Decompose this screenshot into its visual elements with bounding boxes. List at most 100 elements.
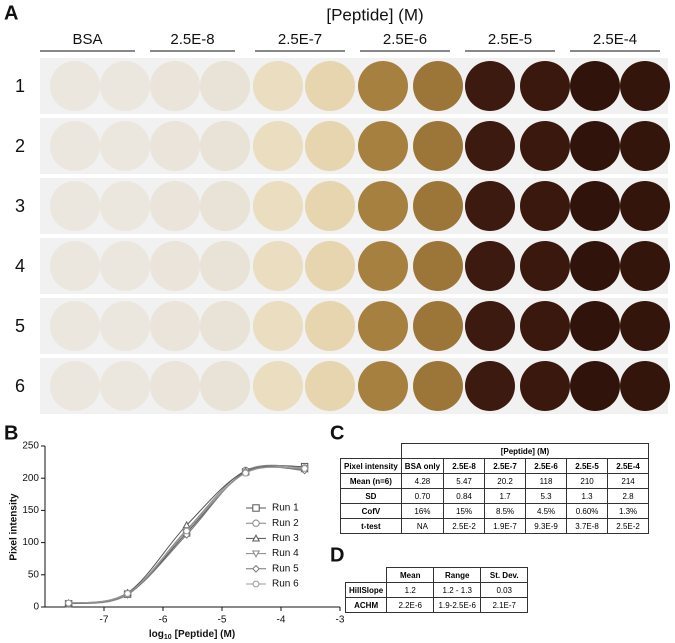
well <box>413 241 463 291</box>
well <box>413 301 463 351</box>
legend-label: Run 1 <box>272 503 299 514</box>
row-label: 1 <box>15 76 25 96</box>
y-tick-label: 250 <box>22 441 39 452</box>
well <box>253 301 303 351</box>
legend-label: Run 6 <box>272 579 299 590</box>
well <box>520 241 570 291</box>
table-cell: Mean (n=6) <box>340 473 402 489</box>
column-header: 2.5E-5 <box>488 31 532 48</box>
well <box>100 301 150 351</box>
panel-label: C <box>330 422 344 444</box>
column-header: 2.5E-4 <box>593 31 637 48</box>
well <box>620 121 670 171</box>
column-header: BSA <box>72 31 102 48</box>
table-row: [Peptide] (M) <box>341 443 650 459</box>
well <box>200 181 250 231</box>
well <box>253 181 303 231</box>
well <box>465 181 515 231</box>
table-row: t-test NA 2.5E-2 1.9E-7 9.3E-9 3.7E-8 2.5E-2 <box>340 518 650 534</box>
well <box>50 121 100 171</box>
table-cell: 16% <box>400 503 445 519</box>
legend-marker <box>252 564 260 573</box>
legend-marker <box>251 534 261 542</box>
well <box>100 241 150 291</box>
y-tick-label: 200 <box>22 473 39 484</box>
well <box>413 121 463 171</box>
table-row: Pixel intensity BSA only 2.5E-8 2.5E-7 2.5E-… <box>340 458 650 474</box>
data-point <box>182 527 191 535</box>
table-c: [Peptide] (M) Pixel intensity BSA only 2.5E… <box>340 443 650 534</box>
y-tick-label: 0 <box>33 602 39 613</box>
well <box>358 181 408 231</box>
table-cell: [Peptide] (M) <box>400 443 650 459</box>
table-cell: 118 <box>525 473 568 489</box>
legend-label: Run 3 <box>272 533 299 544</box>
well <box>305 121 355 171</box>
well <box>358 121 408 171</box>
well <box>413 361 463 411</box>
well <box>150 241 200 291</box>
data-point <box>241 469 250 477</box>
legend-label: Run 4 <box>272 548 299 559</box>
y-axis-label: Pixel intensity <box>9 493 20 561</box>
well <box>620 61 670 111</box>
well <box>100 181 150 231</box>
well <box>570 181 620 231</box>
table-cell: 2.5E-2 <box>607 518 650 534</box>
row-label: 5 <box>15 316 25 336</box>
well <box>100 361 150 411</box>
table-cell: 5.47 <box>443 473 486 489</box>
table-cell: 1.2 <box>386 582 435 598</box>
well <box>465 361 515 411</box>
well <box>200 61 250 111</box>
table-cell: SD <box>340 488 402 504</box>
well <box>520 61 570 111</box>
table-cell: 9.3E-9 <box>525 518 568 534</box>
well <box>620 301 670 351</box>
well <box>358 61 408 111</box>
table-cell: 8.5% <box>484 503 527 519</box>
table-cell: 3.7E-8 <box>566 518 609 534</box>
well <box>200 361 250 411</box>
data-point <box>300 465 309 472</box>
well <box>200 121 250 171</box>
well <box>620 361 670 411</box>
table-cell: 15% <box>443 503 486 519</box>
well <box>413 181 463 231</box>
well <box>358 301 408 351</box>
well <box>465 61 515 111</box>
legend-marker <box>252 519 260 527</box>
well <box>200 301 250 351</box>
well <box>305 241 355 291</box>
table-cell: Pixel intensity <box>340 458 402 474</box>
table-cell: BSA only <box>400 458 445 474</box>
table-cell: 2.5E-7 <box>484 458 527 474</box>
well <box>253 361 303 411</box>
well <box>50 241 100 291</box>
well <box>100 121 150 171</box>
x-tick-label: -3 <box>336 615 345 626</box>
table-cell: 1.9-2.5E-6 <box>433 597 482 613</box>
legend-marker <box>252 580 260 588</box>
well <box>520 301 570 351</box>
well <box>570 301 620 351</box>
y-tick-label: 50 <box>28 569 40 580</box>
well <box>50 61 100 111</box>
table-cell: 0.70 <box>400 488 445 504</box>
well <box>520 181 570 231</box>
well <box>620 181 670 231</box>
table-cell: St. Dev. <box>480 567 529 583</box>
panel-label: D <box>330 544 344 566</box>
table-cell: 2.5E-8 <box>443 458 486 474</box>
table-cell: t-test <box>340 518 402 534</box>
table-cell: 0.84 <box>443 488 486 504</box>
table-row: CofV 16% 15% 8.5% 4.5% 0.60% 1.3% <box>340 503 650 519</box>
column-header: 2.5E-8 <box>170 31 214 48</box>
well <box>620 241 670 291</box>
well <box>253 121 303 171</box>
well <box>100 61 150 111</box>
table-cell: 1.2 - 1.3 <box>433 582 482 598</box>
column-header: 2.5E-6 <box>383 31 427 48</box>
table-cell: 2.8 <box>607 488 650 504</box>
